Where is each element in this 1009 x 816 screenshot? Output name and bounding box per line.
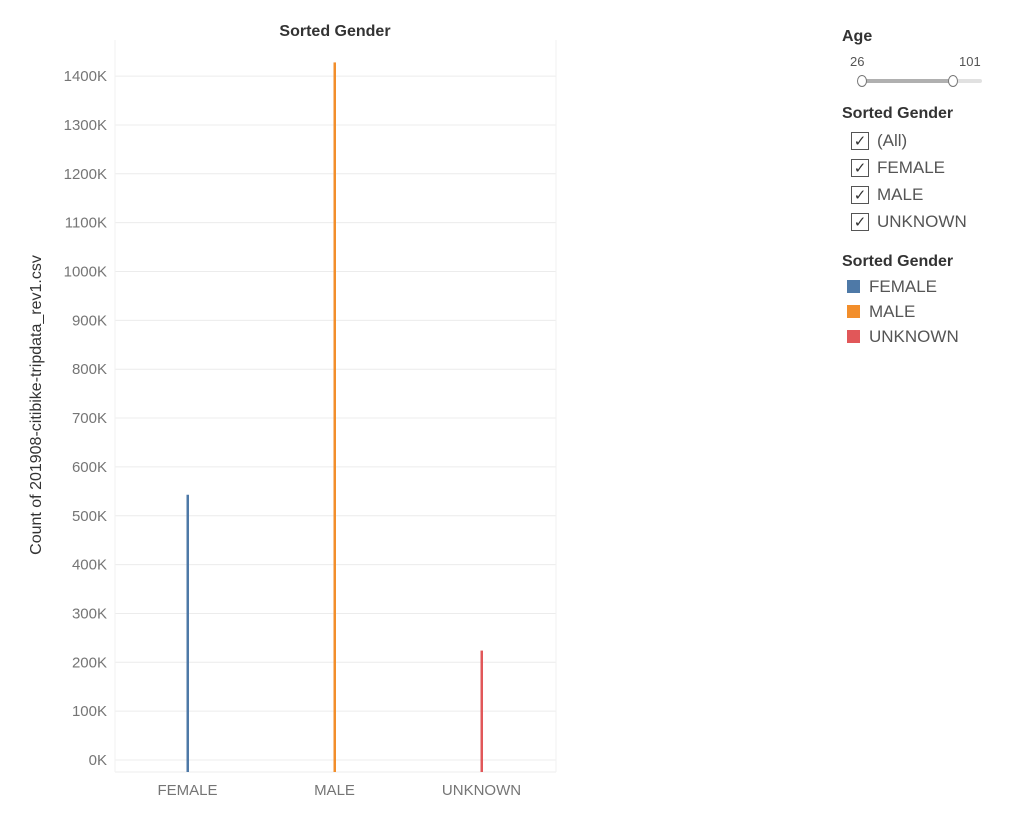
y-tick-label: 0K [89, 752, 107, 769]
legend-swatch-female [847, 280, 860, 293]
legend-item-male[interactable]: MALE [847, 299, 1002, 324]
age-min-label: 26 [850, 54, 865, 69]
checkbox-unknown[interactable]: ✓ [851, 212, 869, 231]
color-legend: Sorted Gender FEMALE MALE UNKNOWN [842, 253, 1002, 349]
legend-swatch-male [847, 305, 860, 318]
age-slider-track[interactable] [857, 75, 982, 87]
y-tick-label: 900K [72, 312, 107, 329]
y-tick-label: 1300K [64, 117, 107, 134]
bars [186, 62, 484, 773]
legend-item-unknown[interactable]: UNKNOWN [847, 324, 1002, 349]
filter-item-all[interactable]: ✓ (All) [851, 127, 1002, 154]
y-tick-label: 400K [72, 557, 107, 574]
filter-item-male[interactable]: ✓ MALE [851, 181, 1002, 208]
legend-label-male: MALE [869, 301, 916, 321]
y-axis-ticks: 0K 100K 200K 300K 400K 500K 600K 700K 800K 900K 10… [64, 68, 107, 769]
y-tick-label: 1400K [64, 68, 107, 85]
age-slider-min-handle[interactable] [857, 75, 867, 87]
y-tick-label: 700K [72, 410, 107, 427]
legend-label-unknown: UNKNOWN [869, 326, 959, 346]
y-tick-label: 1200K [64, 166, 107, 183]
checkbox-all[interactable]: ✓ [851, 131, 869, 150]
chart-title: Sorted Gender [279, 23, 390, 40]
filter-label-unknown: UNKNOWN [877, 211, 967, 231]
legend-title: Sorted Gender [842, 253, 954, 270]
age-filter: Age 26 101 [842, 28, 992, 87]
y-tick-label: 1100K [65, 215, 107, 232]
age-slider-max-handle[interactable] [947, 75, 958, 87]
bar-chart: Sorted Gender Count of 201908-citibike-t… [28, 23, 557, 799]
age-range-values: 26 101 [842, 54, 992, 70]
y-axis-title: Count of 201908-citibike-tripdata_rev1.c… [28, 255, 45, 555]
legend-label-female: FEMALE [869, 276, 938, 296]
gender-filter-title: Sorted Gender [842, 105, 954, 122]
legend-swatch-unknown [847, 330, 860, 343]
y-tick-label: 600K [72, 459, 107, 476]
checkbox-male[interactable]: ✓ [851, 185, 869, 204]
age-filter-title: Age [842, 28, 873, 45]
age-slider-range [860, 79, 952, 83]
gender-filter: Sorted Gender ✓ (All) ✓ FEMALE ✓ MALE ✓ … [842, 105, 1002, 235]
checkbox-female[interactable]: ✓ [851, 158, 869, 177]
bar-female[interactable] [186, 494, 190, 772]
bar-male[interactable] [333, 62, 337, 773]
filter-label-male: MALE [877, 184, 924, 204]
age-max-label: 101 [959, 54, 981, 69]
y-tick-label: 1000K [64, 264, 107, 281]
y-tick-label: 100K [72, 703, 107, 720]
filter-item-female[interactable]: ✓ FEMALE [851, 154, 1002, 181]
x-axis-categories: FEMALE MALE UNKNOWN [157, 782, 521, 799]
y-tick-label: 500K [72, 508, 107, 525]
bar-unknown[interactable] [480, 650, 484, 772]
filter-label-female: FEMALE [877, 157, 946, 177]
x-category-label: MALE [314, 782, 355, 799]
legend-item-female[interactable]: FEMALE [847, 274, 1002, 299]
x-category-label: FEMALE [157, 782, 217, 799]
filter-label-all: (All) [877, 130, 908, 150]
x-category-label: UNKNOWN [442, 782, 521, 799]
filter-item-unknown[interactable]: ✓ UNKNOWN [851, 208, 1002, 235]
y-tick-label: 200K [72, 654, 107, 671]
y-tick-label: 300K [72, 605, 107, 622]
y-tick-label: 800K [72, 361, 107, 378]
